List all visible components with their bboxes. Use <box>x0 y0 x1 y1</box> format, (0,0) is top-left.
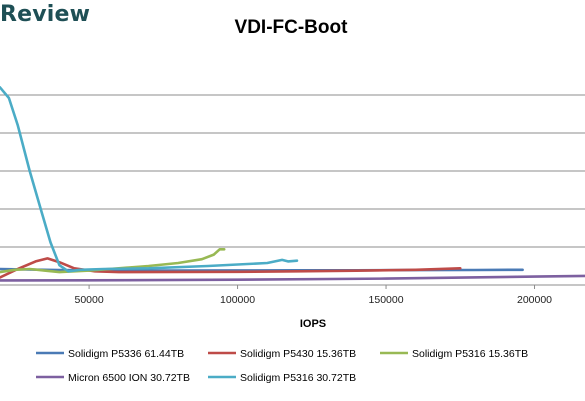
gridlines <box>0 94 585 248</box>
legend-label: Solidigm P5316 15.36TB <box>412 348 528 360</box>
legend: Solidigm P5336 61.44TB Solidigm P5430 15.… <box>36 348 528 384</box>
series-line <box>0 86 299 273</box>
legend-label: Micron 6500 ION 30.72TB <box>68 372 190 384</box>
legend-label: Solidigm P5336 61.44TB <box>68 348 184 360</box>
x-tick-label: 200000 <box>517 294 552 306</box>
series-line <box>0 274 585 282</box>
x-axis-label: IOPS <box>300 318 326 330</box>
x-tick-label: 150000 <box>369 294 404 306</box>
x-tick-label: 50000 <box>74 294 103 306</box>
chart-title: VDI-FC-Boot <box>235 17 349 38</box>
series-line <box>0 257 462 279</box>
plot-series <box>0 86 585 282</box>
x-tick-label: 100000 <box>220 294 255 306</box>
legend-label: Solidigm P5316 30.72TB <box>240 372 356 384</box>
x-ticks: 50000 100000 150000 200000 <box>74 285 552 306</box>
brand-wordmark: Review <box>0 2 91 27</box>
legend-label: Solidigm P5430 15.36TB <box>240 348 356 360</box>
